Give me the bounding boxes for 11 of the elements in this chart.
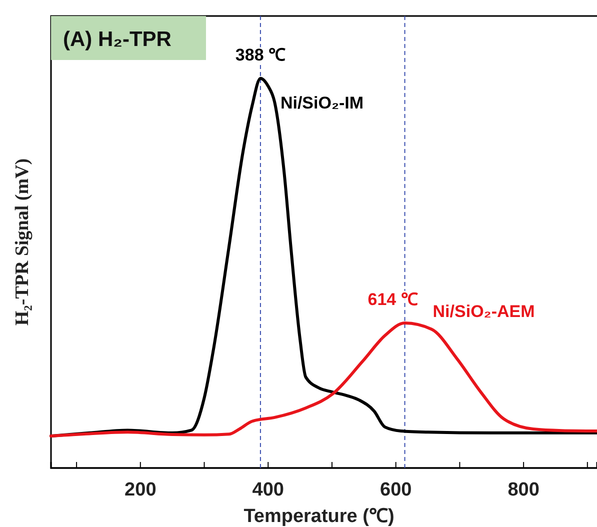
y-axis-title: H₂-TPR Signal (mV) [12, 158, 33, 326]
series-label: Ni/SiO₂-AEM [432, 302, 535, 322]
ref-line-label: 614 ℃ [368, 290, 418, 310]
x-tick-label: 400 [252, 479, 284, 500]
ref-line-label: 388 ℃ [235, 45, 286, 64]
x-tick-label: 600 [380, 479, 412, 500]
chart-title: (A) H₂-TPR [63, 28, 172, 51]
x-axis-title: Temperature (℃) [244, 506, 394, 527]
series-label: Ni/SiO₂-IM [280, 93, 364, 112]
x-tick-label: 800 [508, 479, 540, 500]
x-tick-label: 200 [124, 479, 156, 500]
